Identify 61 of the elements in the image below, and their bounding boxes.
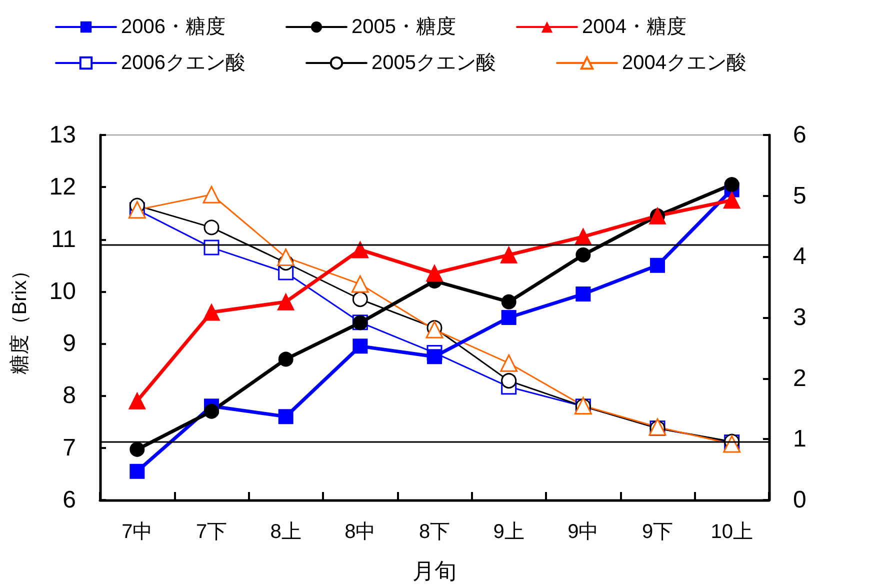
x-tick-label: 10上 [710,521,753,543]
x-tick-label: 8上 [270,521,302,543]
x-tick-label: 7下 [196,521,228,543]
point [351,275,369,293]
point [204,404,219,419]
point [130,442,145,457]
point [278,352,294,367]
point [576,247,591,262]
point [204,220,220,236]
y2-tick-label: 1 [793,426,806,453]
legend-label: 2004クエン酸 [622,52,746,74]
point [130,464,145,479]
y-tick-label: 7 [62,434,76,462]
y2-tick-label: 6 [793,122,806,148]
point [500,354,518,372]
y2-tick-label: 3 [793,304,806,331]
x-tick-label: 9中 [568,521,599,543]
legend-label: 2005・糖度 [351,16,456,38]
point [650,258,665,273]
point [278,409,294,424]
point [501,310,516,325]
x-tick-label: 9下 [642,521,674,543]
y-tick-label: 8 [62,382,76,410]
x-tick-label: 7中 [122,521,153,543]
y-tick-label: 9 [62,330,76,358]
y-tick-label: 10 [49,278,76,305]
x-tick-label: 9上 [493,521,524,543]
x-tick-label: 8下 [418,521,450,543]
point [500,246,518,264]
y-axis-title: 糖度（Brix） [9,260,31,375]
point [277,248,295,266]
point [576,286,591,302]
y2-tick-label: 0 [793,486,806,514]
point [352,241,369,258]
point [203,304,220,321]
y-tick-label: 12 [49,174,76,201]
point [202,186,220,204]
x-tick-label: 8中 [344,521,376,543]
point [352,292,368,307]
x-axis-title: 月旬 [412,558,456,584]
point [427,349,442,364]
point [724,177,740,192]
point [277,293,294,310]
y2-tick-label: 2 [793,364,806,392]
point [574,228,592,246]
legend-label: 2006・糖度 [121,16,226,38]
legend-label: 2005クエン酸 [371,52,496,74]
point [723,435,741,453]
point [426,264,443,282]
y2-tick-label: 5 [793,182,806,210]
y-tick-label: 13 [49,122,76,148]
y-tick-label: 11 [51,226,76,253]
legend-label: 2004・糖度 [582,16,686,38]
point [128,392,146,410]
point [723,192,740,209]
point [352,338,368,354]
legend-label: 2006クエン酸 [121,52,246,74]
point [501,373,517,389]
point [501,294,516,310]
y2-tick-label: 4 [793,243,806,270]
y-tick-label: 6 [62,486,76,514]
